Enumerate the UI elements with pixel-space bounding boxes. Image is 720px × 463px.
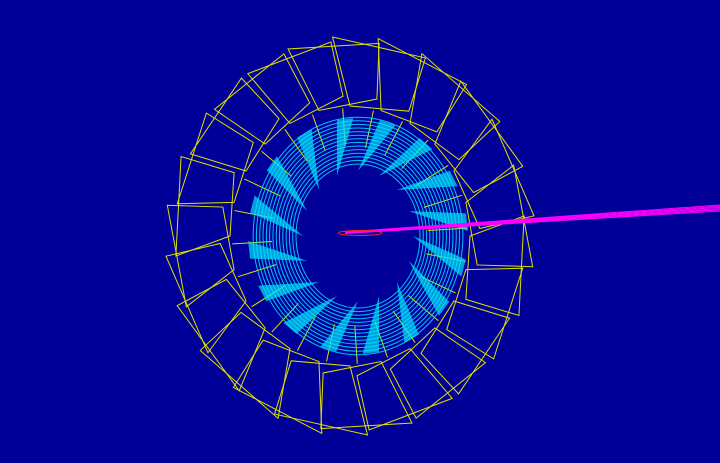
- inner-ring: [275, 141, 441, 331]
- inner-blade: [408, 260, 450, 316]
- outer-wire-segment: [320, 361, 413, 430]
- track-vertex: [337, 230, 383, 236]
- outer-wire-segment: [165, 242, 247, 354]
- inner-ring: [262, 127, 454, 345]
- outer-wire-segment: [175, 155, 235, 257]
- inner-blade: [413, 236, 466, 277]
- outer-wire-spoke: [312, 114, 326, 151]
- inner-blade: [320, 301, 358, 352]
- inner-ring: [282, 149, 434, 323]
- inner-blade: [379, 138, 433, 176]
- inner-blade: [248, 241, 308, 261]
- inner-blade: [258, 281, 320, 302]
- inner-blade: [358, 120, 396, 171]
- inner-ring: [269, 134, 447, 338]
- inner-blade: [283, 296, 337, 334]
- outer-wire-segment: [287, 42, 380, 111]
- inner-ring: [265, 131, 451, 341]
- outer-wire-segment: [199, 311, 291, 420]
- inner-blade: [297, 129, 320, 191]
- outer-wire-segment: [420, 300, 511, 395]
- outer-wire-segment: [189, 77, 280, 172]
- inner-ring: [272, 138, 444, 334]
- inner-ring: [252, 116, 464, 356]
- outer-wire-segment: [389, 327, 487, 419]
- outer-wire-segment: [453, 118, 535, 230]
- outer-wire-spoke: [271, 303, 299, 333]
- outer-wire-spoke: [354, 325, 358, 364]
- inner-ring: [255, 120, 461, 352]
- outer-wire-spoke: [423, 194, 463, 208]
- outer-wire-segment: [377, 37, 468, 133]
- outer-wire-segment: [356, 347, 454, 431]
- outer-wire-segment: [232, 339, 323, 435]
- outer-wire-segment: [434, 80, 524, 194]
- inner-ring: [259, 123, 457, 349]
- outer-wire-segment: [246, 41, 344, 125]
- outer-wire-segment: [213, 53, 311, 145]
- outer-wire-segment: [331, 36, 427, 112]
- inner-blade: [266, 156, 308, 212]
- inner-ring: [295, 163, 421, 309]
- inner-ring: [292, 159, 424, 313]
- inner-blade: [396, 281, 419, 343]
- inner-blade: [396, 170, 458, 191]
- outer-wire-segment: [166, 204, 235, 308]
- outer-wire-segment: [409, 52, 501, 161]
- inner-blade: [362, 296, 380, 354]
- outer-wire-segment: [446, 267, 524, 360]
- inner-blade: [250, 195, 303, 236]
- outer-wire-segment: [176, 278, 266, 392]
- inner-ring: [279, 145, 437, 327]
- inner-cyan-rings: [248, 116, 468, 356]
- inner-ring: [288, 156, 428, 316]
- inner-ring: [285, 152, 431, 320]
- particle-tracks: [337, 204, 720, 236]
- outer-wire-segment: [465, 164, 534, 268]
- outer-wire-spoke: [237, 264, 277, 278]
- outer-wire-segment: [176, 112, 254, 205]
- outer-yellow-wireframe: [165, 36, 535, 436]
- inner-blade: [336, 118, 354, 176]
- track-line: [344, 210, 720, 234]
- outer-wire-segment: [273, 360, 369, 436]
